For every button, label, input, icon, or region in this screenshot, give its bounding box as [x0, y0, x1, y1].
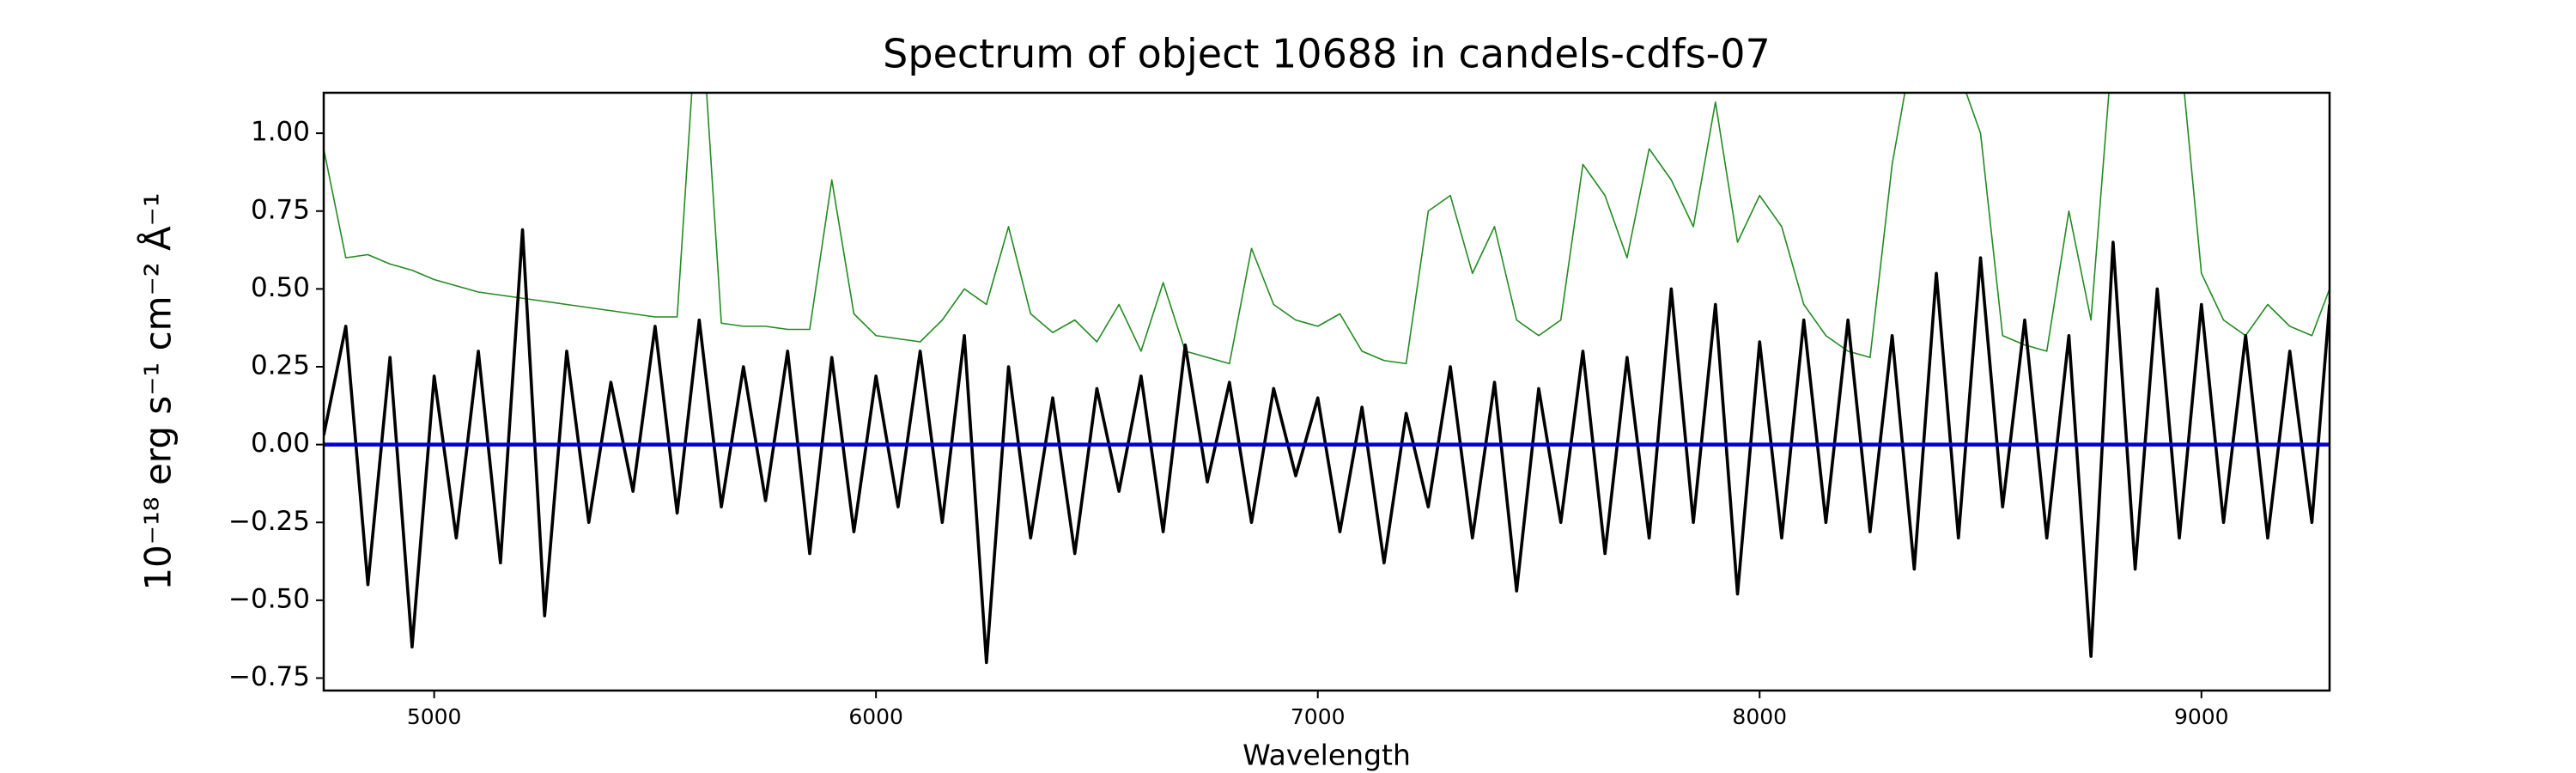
y-axis-label: 10⁻¹⁸ erg s⁻¹ cm⁻² Å⁻¹: [137, 192, 179, 590]
axes-frame: [322, 91, 2331, 692]
y-tick-label: 0.25: [251, 350, 310, 381]
plot-area: [324, 93, 2330, 665]
x-tick-label: 8000: [1732, 704, 1787, 729]
x-tick-label: 7000: [1291, 704, 1346, 729]
y-tick-label: −0.25: [228, 506, 310, 537]
chart-title: Spectrum of object 10688 in candels-cdfs…: [883, 31, 1771, 77]
x-tick-label: 6000: [848, 704, 903, 729]
x-tick-label: 9000: [2174, 704, 2229, 729]
x-tick-label: 5000: [407, 704, 462, 729]
x-axis-label: Wavelength: [1242, 739, 1411, 772]
y-tick-label: 0.75: [251, 194, 310, 225]
y-tick-label: 0.00: [251, 428, 310, 459]
y-tick-label: −0.75: [228, 661, 310, 692]
y-tick-label: −0.50: [228, 583, 310, 614]
spectrum-line: [324, 93, 2330, 365]
y-tick-label: 0.50: [251, 272, 310, 303]
y-tick-label: 1.00: [251, 117, 310, 148]
spectrum-line: [324, 228, 2330, 665]
